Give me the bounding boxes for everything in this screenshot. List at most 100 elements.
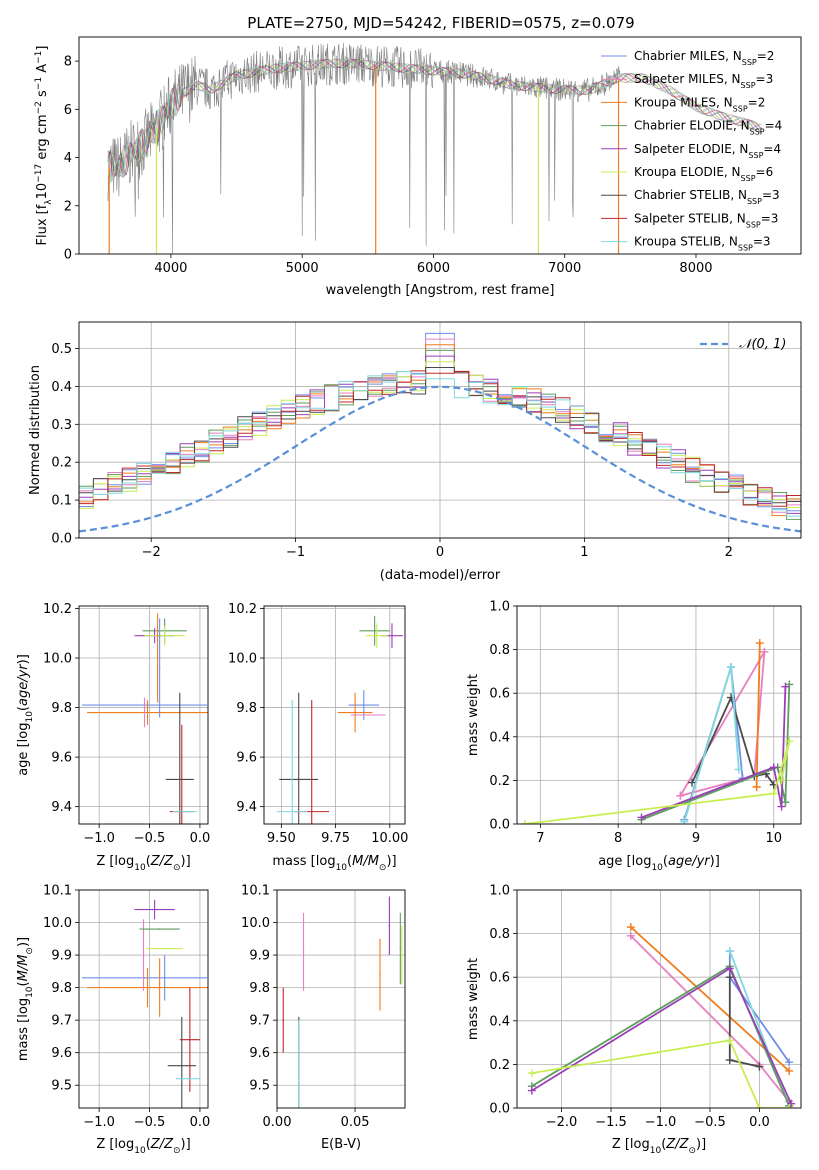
y-tick-label: 9.5 — [249, 1079, 270, 1094]
data-point — [146, 986, 149, 989]
plot-area-massweight_vs_Z — [527, 923, 796, 1108]
y-tick-label: 10.0 — [241, 916, 270, 931]
figure-title: PLATE=2750, MJD=54242, FIBERID=0575, z=0… — [247, 14, 634, 32]
y-tick-label: 0 — [64, 248, 72, 263]
y-tick-label: 0.8 — [489, 643, 510, 658]
legend-label: Chabrier ELODIE, NSSP=4 — [634, 119, 782, 137]
x-axis-label: (data-model)/error — [380, 568, 501, 583]
chart-residuals: −2 −1 0 1 2 0.0 0.1 0.2 0.3 0.4 0.5 𝒩(0, 1) (data-mo… — [28, 321, 802, 583]
x-tick-label: −1.0 — [83, 1115, 115, 1130]
mass-weight-line — [524, 740, 791, 824]
y-tick-label: 0.4 — [51, 380, 72, 395]
chart-age_vs_Z: −1.0 −0.5 0.0 9.4 9.6 9.8 10.0 10.2 Z [log10(Z/Z… — [16, 602, 210, 873]
data-point — [298, 1071, 300, 1074]
mass-weight-marker — [781, 798, 790, 807]
mass-weight-marker — [725, 964, 734, 973]
mass-weight-line — [728, 950, 790, 1107]
chart-mass_vs_Z: −1.0 −0.5 0.0 9.5 9.6 9.7 9.8 9.9 10.0 10.1 Z [log… — [16, 884, 210, 1157]
data-point — [391, 634, 393, 637]
data-point — [143, 711, 146, 714]
residual-histogram-step — [79, 371, 801, 526]
data-point — [158, 986, 161, 989]
y-tick-label: 8 — [64, 55, 72, 70]
mass-weight-marker — [688, 778, 697, 787]
y-tick-label: 10.0 — [228, 652, 257, 667]
x-axis-label: Z [log10(Z/Z⊙)] — [96, 1137, 190, 1156]
data-point — [388, 924, 391, 927]
y-axis-label: Flux [fλ10−17 erg cm−2 s−1 A−1] — [34, 46, 54, 246]
axes-frame — [263, 605, 406, 825]
mass-weight-marker — [785, 1066, 794, 1075]
x-axis-label: wavelength [Angstrom, rest frame] — [326, 283, 555, 298]
legend-label: Kroupa STELIB, NSSP=3 — [634, 235, 771, 253]
mass-weight-marker — [637, 813, 646, 822]
mass-weight-marker — [760, 647, 769, 656]
mass-weight-marker — [752, 782, 761, 791]
y-tick-label: 0.0 — [489, 1102, 510, 1117]
data-point — [158, 928, 161, 930]
x-tick-label: 10.00 — [371, 831, 408, 846]
mass-weight-marker — [725, 947, 734, 956]
mass-weight-marker — [777, 802, 786, 811]
data-point — [153, 908, 156, 911]
model-spectrum-line — [107, 58, 762, 184]
data-point — [354, 711, 356, 714]
y-tick-label: 0.2 — [489, 774, 510, 789]
plot-area-residuals — [79, 332, 801, 533]
y-tick-label: 9.7 — [51, 1014, 72, 1029]
x-tick-label: 2 — [725, 545, 733, 560]
data-point — [399, 947, 402, 950]
mass-weight-marker — [785, 1104, 794, 1108]
mass-weight-marker — [785, 737, 794, 746]
y-tick-label: 0.0 — [51, 532, 72, 547]
y-tick-label: 9.6 — [51, 751, 72, 766]
data-point — [180, 1064, 183, 1067]
mass-weight-marker — [725, 1056, 734, 1065]
legend-label: Salpeter STELIB, NSSP=3 — [634, 211, 778, 229]
x-tick-label: −0.5 — [694, 1115, 726, 1130]
axes-frame — [276, 889, 406, 1109]
mass-weight-marker — [527, 1069, 536, 1078]
x-tick-label: −0.5 — [134, 1115, 166, 1130]
model-spectrum-line — [107, 58, 762, 182]
legend-label: Salpeter ELODIE, NSSP=4 — [634, 142, 781, 160]
x-tick-label: 10 — [765, 831, 782, 846]
mass-weight-line — [641, 686, 787, 819]
legend-label: Kroupa MILES, NSSP=2 — [634, 95, 765, 113]
y-tick-label: 0.4 — [489, 730, 510, 745]
data-point — [143, 977, 146, 979]
y-axis-label: age [log10(age/yr)] — [16, 654, 35, 776]
y-tick-label: 9.5 — [51, 1079, 72, 1094]
data-point — [310, 810, 313, 813]
x-tick-label: 8000 — [679, 261, 712, 276]
data-point — [163, 947, 166, 950]
y-tick-label: 0.2 — [489, 1058, 510, 1073]
y-tick-label: 9.8 — [236, 701, 257, 716]
y-tick-label: 0.6 — [489, 971, 510, 986]
x-tick-label: 0.0 — [190, 1115, 211, 1130]
y-axis-label: mass weight — [466, 958, 481, 1040]
gaussian-curve — [79, 385, 801, 533]
mass-weight-marker — [725, 1036, 734, 1045]
mass-weight-marker — [726, 663, 735, 672]
y-tick-label: 9.9 — [51, 949, 72, 964]
x-tick-label: 0.05 — [341, 1115, 370, 1130]
data-point — [367, 714, 369, 716]
plot-area-mass_vs_ebv — [282, 896, 403, 1108]
legend-label: Chabrier MILES, NSSP=2 — [634, 49, 774, 67]
x-tick-label: 9 — [692, 831, 700, 846]
mass-weight-marker — [769, 789, 778, 798]
y-tick-label: 1.0 — [489, 884, 510, 899]
plot-area-age_vs_mass — [277, 615, 403, 824]
mass-weight-marker — [676, 791, 685, 800]
data-point — [158, 667, 161, 669]
mass-weight-marker — [527, 1086, 536, 1095]
y-tick-label: 0.1 — [51, 494, 72, 509]
y-tick-label: 0.3 — [51, 418, 72, 433]
data-point — [282, 1019, 285, 1021]
y-axis-label: mass weight — [466, 674, 481, 756]
data-point — [297, 778, 300, 781]
mass-weight-marker — [777, 776, 786, 785]
y-tick-label: 0.2 — [51, 456, 72, 471]
x-tick-label: 0 — [436, 545, 444, 560]
